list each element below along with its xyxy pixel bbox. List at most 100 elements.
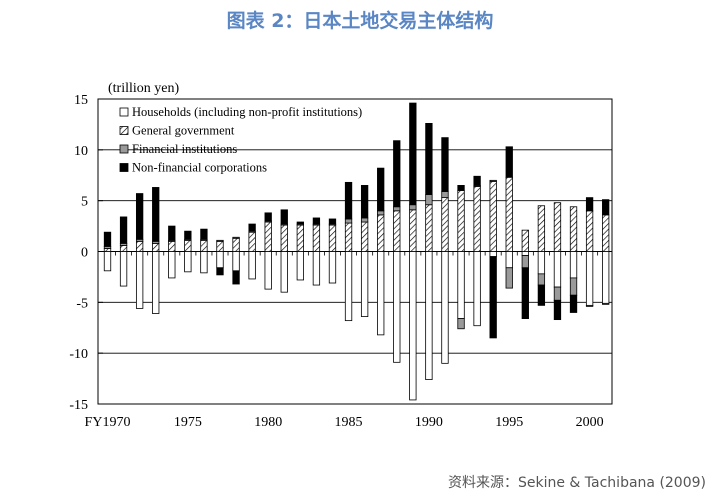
bar-black-1988 <box>393 140 401 208</box>
bar-black-1977 <box>216 267 224 276</box>
bar-hatched-1974 <box>168 240 176 252</box>
bar-white-1999 <box>569 251 578 279</box>
bar-gray-1990 <box>425 194 433 206</box>
y-tick-label: 5 <box>81 195 88 210</box>
bar-hatched-1978 <box>232 237 240 252</box>
bar-hatched-1998 <box>553 202 562 252</box>
bar-hatched-1996 <box>521 229 529 252</box>
bar-white-1996 <box>521 251 529 256</box>
bar-hatched-1991 <box>441 197 449 252</box>
bar-white-1976 <box>200 251 208 274</box>
bar-gray-2000 <box>585 304 594 307</box>
bar-white-1974 <box>168 251 176 279</box>
y-tick-label: -15 <box>69 398 88 413</box>
y-tick-label: -5 <box>76 296 88 311</box>
x-tick-label: 1990 <box>415 415 443 430</box>
bar-hatched-1997 <box>537 205 546 252</box>
bar-hatched-1984 <box>328 224 337 252</box>
legend-swatch <box>119 144 129 154</box>
bar-hatched-1973 <box>152 242 160 252</box>
bar-hatched-1970 <box>103 248 112 252</box>
bar-hatched-1986 <box>360 221 369 252</box>
bar-black-1997 <box>537 284 546 306</box>
bar-gray-1991 <box>441 191 449 199</box>
bar-white-1972 <box>135 251 144 309</box>
bar-white-1993 <box>473 251 481 327</box>
bar-black-1976 <box>200 228 208 240</box>
bar-hatched-1989 <box>409 209 417 252</box>
bar-gray-1996 <box>521 255 529 269</box>
bar-black-1974 <box>168 225 176 241</box>
bar-hatched-2000 <box>585 210 594 252</box>
bar-black-1981 <box>280 209 288 225</box>
bar-gray-1998 <box>553 286 562 301</box>
bar-white-1985 <box>344 251 353 322</box>
bar-hatched-1976 <box>200 239 208 252</box>
x-tick-label: 1985 <box>335 415 363 430</box>
bar-gray-1985 <box>344 218 353 224</box>
bar-black-1993 <box>473 175 481 186</box>
bar-gray-1988 <box>393 206 401 212</box>
bar-black-1979 <box>248 223 256 232</box>
bar-white-1981 <box>280 251 288 293</box>
bar-white-1995 <box>505 251 513 269</box>
y-tick-label: 0 <box>81 246 88 261</box>
bar-black-1991 <box>441 137 449 192</box>
bar-black-1994 <box>489 256 497 339</box>
source-note: 资料来源：Sekine & Tachibana (2009) <box>448 475 706 491</box>
bar-white-1991 <box>441 251 449 364</box>
bar-white-1982 <box>296 251 304 281</box>
bar-gray-1992 <box>457 318 465 330</box>
bar-black-1989 <box>409 102 417 206</box>
bar-hatched-1994 <box>489 180 497 252</box>
bar-black-1985 <box>344 181 353 220</box>
bar-black-1996 <box>521 267 529 319</box>
bar-white-1979 <box>248 251 256 280</box>
bar-black-1999 <box>569 294 578 313</box>
bar-white-1973 <box>152 251 160 314</box>
bar-white-2001 <box>602 251 610 304</box>
legend-label: Financial institutions <box>132 142 237 156</box>
bar-black-1970 <box>103 231 112 247</box>
bar-white-1977 <box>216 251 224 269</box>
bar-white-2000 <box>585 251 594 306</box>
bar-black-1978 <box>232 270 240 285</box>
bar-hatched-1977 <box>216 240 224 252</box>
bar-black-1975 <box>184 230 192 240</box>
bar-hatched-1987 <box>377 214 385 252</box>
bar-gray-1999 <box>569 277 578 296</box>
bar-black-1986 <box>360 185 369 219</box>
bar-gray-1977 <box>216 239 224 242</box>
bar-black-2000 <box>585 197 594 212</box>
bar-hatched-2001 <box>602 214 610 252</box>
bar-hatched-1981 <box>280 224 288 252</box>
bar-hatched-1983 <box>312 224 321 252</box>
bar-white-1987 <box>377 251 385 336</box>
bar-hatched-1972 <box>135 240 144 252</box>
x-tick-label: 1980 <box>254 415 282 430</box>
legend-label: Households (including non-profit institu… <box>132 105 362 119</box>
bar-black-1990 <box>425 123 433 195</box>
bar-black-1984 <box>328 218 337 225</box>
bar-black-1972 <box>135 193 144 240</box>
bar-hatched-1993 <box>473 186 481 252</box>
y-tick-label: 15 <box>74 93 88 108</box>
bar-gray-1989 <box>409 204 417 211</box>
bar-white-1992 <box>457 251 465 319</box>
bar-black-1995 <box>505 146 513 178</box>
bar-white-1978 <box>232 251 240 272</box>
x-tick-label: 2000 <box>576 415 604 430</box>
bar-hatched-1990 <box>425 204 433 252</box>
bar-white-1990 <box>425 251 433 381</box>
bar-gray-1997 <box>537 273 546 286</box>
legend-swatch <box>119 107 129 117</box>
bar-gray-1994 <box>489 179 497 182</box>
bar-white-1997 <box>537 251 546 275</box>
bar-black-1980 <box>264 212 272 222</box>
y-tick-label: 10 <box>74 144 88 159</box>
bar-black-1987 <box>377 167 385 212</box>
bar-black-1998 <box>553 299 562 321</box>
legend-swatch <box>119 126 129 135</box>
x-tick-label: 1975 <box>174 415 202 430</box>
